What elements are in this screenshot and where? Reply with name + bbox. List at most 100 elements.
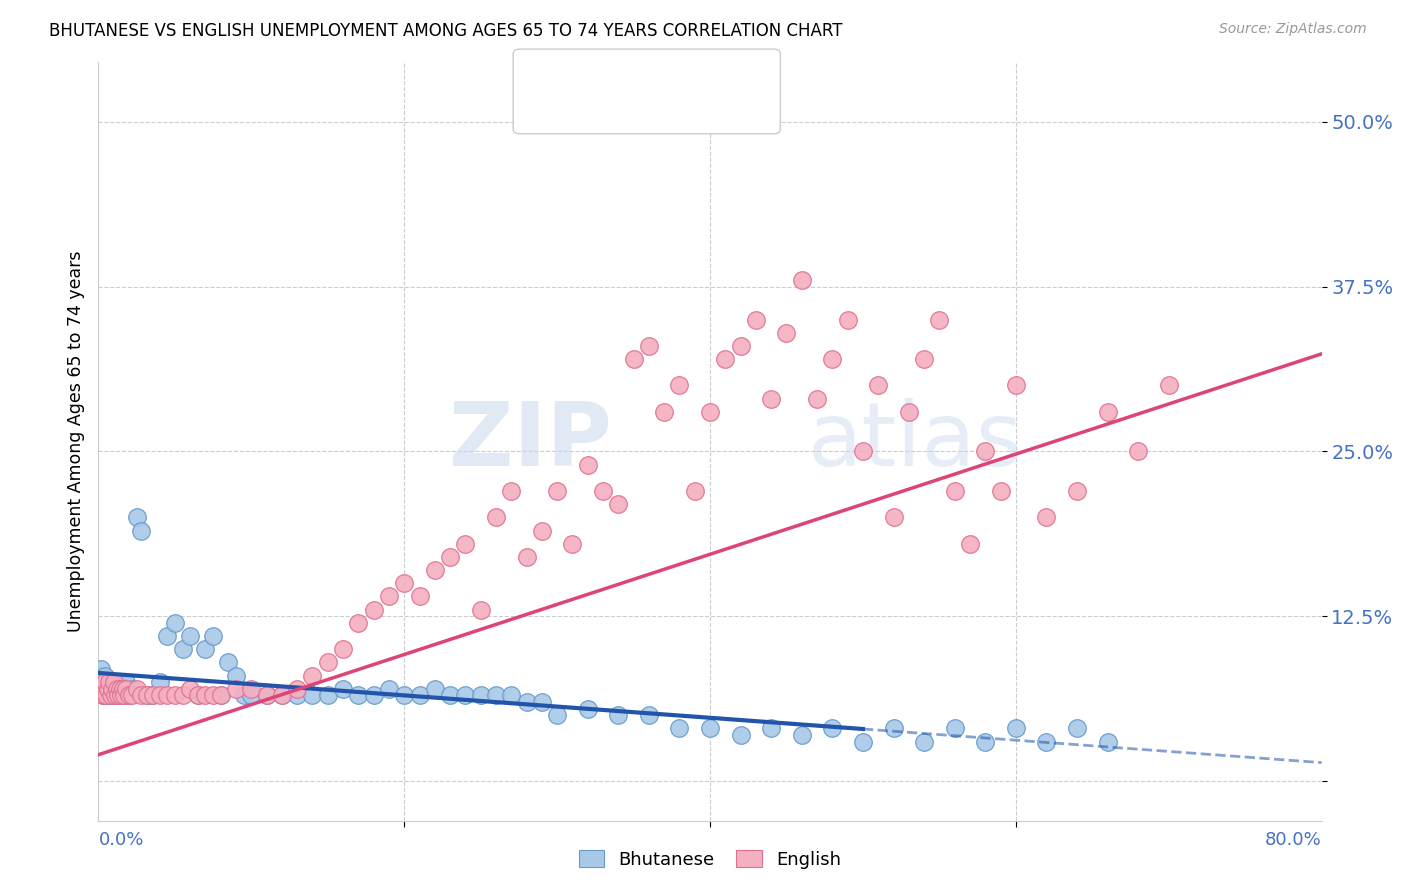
Point xyxy=(115,681,138,696)
Point xyxy=(637,708,661,723)
Point xyxy=(240,689,263,703)
Point xyxy=(129,524,152,538)
Point xyxy=(485,510,508,524)
Point xyxy=(1066,722,1088,736)
Point xyxy=(668,378,690,392)
Point xyxy=(94,681,117,696)
Point xyxy=(806,392,828,406)
Point xyxy=(974,444,997,458)
Point xyxy=(93,689,115,703)
Point xyxy=(125,510,148,524)
Point xyxy=(202,689,225,703)
Legend: Bhutanese, English: Bhutanese, English xyxy=(572,843,848,876)
Point xyxy=(623,352,645,367)
Point xyxy=(363,602,385,616)
Point xyxy=(129,689,152,703)
Point xyxy=(115,675,138,690)
Point xyxy=(187,689,209,703)
Point xyxy=(730,339,752,353)
Point xyxy=(423,563,446,577)
Point xyxy=(163,689,186,703)
Point xyxy=(516,695,538,709)
Point xyxy=(1066,483,1088,498)
Point xyxy=(699,405,721,419)
Point xyxy=(217,656,239,670)
Point xyxy=(91,675,114,690)
Text: N =: N = xyxy=(668,101,707,119)
Point xyxy=(561,537,583,551)
Point xyxy=(93,675,115,690)
Point xyxy=(149,689,172,703)
Point xyxy=(108,681,131,696)
Point xyxy=(943,483,966,498)
Y-axis label: Unemployment Among Ages 65 to 74 years: Unemployment Among Ages 65 to 74 years xyxy=(66,251,84,632)
Point xyxy=(172,642,194,657)
Point xyxy=(136,689,159,703)
Point xyxy=(897,405,920,419)
Point xyxy=(240,681,263,696)
Point xyxy=(347,615,370,630)
Text: 86: 86 xyxy=(703,70,725,87)
Point xyxy=(852,734,875,748)
Point xyxy=(270,689,292,703)
Point xyxy=(530,695,553,709)
Point xyxy=(187,689,209,703)
Point xyxy=(454,689,477,703)
Point xyxy=(98,675,121,690)
Text: ZIP: ZIP xyxy=(450,398,612,485)
Point xyxy=(141,689,163,703)
Point xyxy=(408,590,430,604)
Point xyxy=(179,681,201,696)
Point xyxy=(89,681,111,696)
Text: 90: 90 xyxy=(703,101,725,119)
Point xyxy=(714,352,737,367)
Point xyxy=(637,339,661,353)
Point xyxy=(121,681,143,696)
Point xyxy=(607,497,630,511)
Text: R =: R = xyxy=(567,70,605,87)
Point xyxy=(485,689,508,703)
Point xyxy=(423,681,446,696)
Point xyxy=(1097,734,1119,748)
Point xyxy=(98,689,121,703)
Point xyxy=(121,689,143,703)
Point xyxy=(530,524,553,538)
Point xyxy=(928,312,950,326)
Point xyxy=(156,629,179,643)
Point xyxy=(912,734,935,748)
Point xyxy=(91,689,114,703)
Point xyxy=(105,675,128,690)
Point xyxy=(172,689,194,703)
Point xyxy=(101,681,124,696)
Point xyxy=(91,681,114,696)
Point xyxy=(699,722,721,736)
Point xyxy=(868,378,890,392)
Point xyxy=(179,629,201,643)
Point xyxy=(125,681,148,696)
Point xyxy=(759,392,782,406)
Point xyxy=(256,689,278,703)
Point xyxy=(110,689,132,703)
Point xyxy=(332,642,354,657)
Point xyxy=(202,629,225,643)
Text: 0.556: 0.556 xyxy=(603,101,658,119)
Text: Source: ZipAtlas.com: Source: ZipAtlas.com xyxy=(1219,22,1367,37)
Point xyxy=(118,689,141,703)
Point xyxy=(256,689,278,703)
Point xyxy=(392,689,416,703)
Point xyxy=(959,537,981,551)
Point xyxy=(225,681,247,696)
Point xyxy=(89,681,111,696)
Point xyxy=(97,681,120,696)
Point xyxy=(90,662,112,676)
Point xyxy=(745,312,768,326)
Point xyxy=(94,689,117,703)
Point xyxy=(111,681,134,696)
Point xyxy=(149,675,172,690)
Point xyxy=(652,405,675,419)
Point xyxy=(194,689,217,703)
Point xyxy=(668,722,690,736)
Point xyxy=(821,722,844,736)
Point xyxy=(1097,405,1119,419)
Point xyxy=(576,458,599,472)
